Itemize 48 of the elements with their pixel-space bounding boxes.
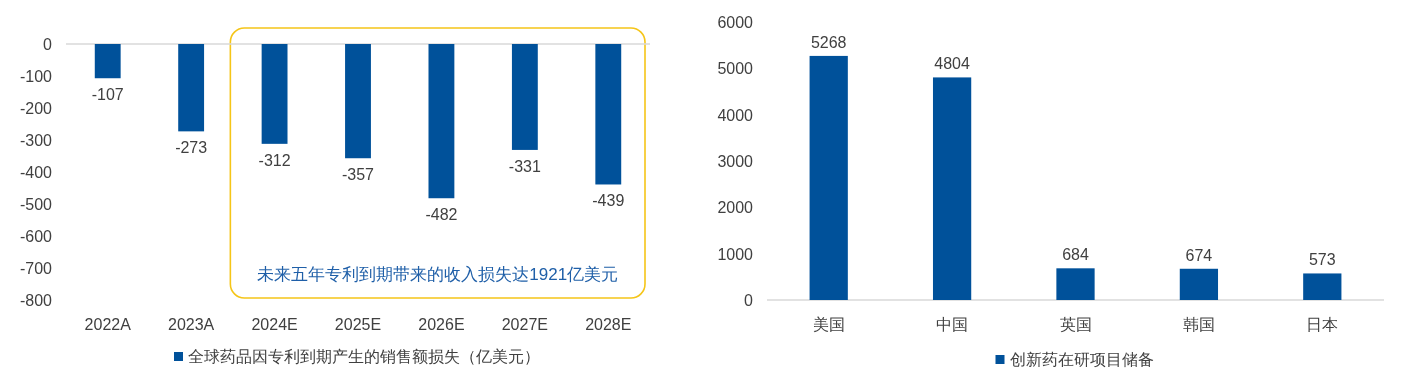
y-tick-label: -700	[19, 260, 53, 277]
x-tick-label: 中国	[936, 316, 969, 333]
legend-label: 全球药品因专利到期产生的销售额损失（亿美元）	[188, 348, 540, 365]
y-tick-label: 3000	[717, 153, 754, 170]
data-label: 674	[1185, 246, 1213, 264]
y-tick-label: 0	[744, 292, 754, 309]
data-label: -273	[175, 139, 208, 157]
y-tick-label: -500	[19, 196, 53, 213]
y-tick-label: -200	[19, 100, 53, 117]
data-label: -331	[508, 157, 541, 175]
y-tick-label: -800	[19, 292, 53, 309]
bar	[809, 55, 848, 300]
bar	[1056, 268, 1095, 300]
bar	[1303, 273, 1342, 300]
data-label: -482	[425, 206, 458, 224]
y-tick-label: -400	[19, 164, 53, 181]
x-tick-label: 韩国	[1182, 316, 1215, 333]
x-tick-label: 美国	[812, 316, 845, 333]
y-tick-label: 4000	[717, 106, 754, 124]
data-label: -439	[592, 192, 625, 210]
data-label: -357	[341, 166, 375, 184]
x-tick-label: 2023A	[168, 316, 215, 333]
data-label: 573	[1308, 251, 1336, 269]
x-tick-label: 2027E	[501, 316, 548, 333]
y-tick-label: -300	[19, 132, 53, 149]
y-tick-label: 2000	[717, 199, 754, 217]
bar	[932, 77, 972, 300]
y-tick-label: -100	[19, 68, 53, 85]
data-label: -107	[91, 86, 124, 104]
x-tick-label: 日本	[1306, 316, 1339, 333]
y-tick-label: -600	[19, 228, 53, 245]
x-tick-label: 2024E	[251, 316, 298, 333]
x-tick-label: 2028E	[585, 316, 632, 333]
data-label: 5268	[810, 33, 847, 51]
y-tick-label: 1000	[717, 245, 754, 263]
data-label: -312	[258, 151, 291, 169]
data-label: 4804	[934, 55, 970, 73]
y-tick-label: 5000	[717, 60, 754, 78]
y-tick-label: 0	[43, 36, 53, 53]
y-tick-label: 6000	[717, 14, 754, 31]
x-tick-label: 2022A	[84, 316, 132, 333]
data-label: 684	[1062, 246, 1089, 264]
x-tick-label: 2026E	[418, 316, 465, 333]
x-tick-label: 英国	[1059, 316, 1092, 333]
bar	[1179, 268, 1219, 300]
annotation: 未来五年专利到期带来的收入损失达1921亿美元	[257, 265, 619, 284]
legend-label: 创新药在研项目储备	[1009, 351, 1154, 368]
x-tick-label: 2025E	[334, 316, 382, 333]
